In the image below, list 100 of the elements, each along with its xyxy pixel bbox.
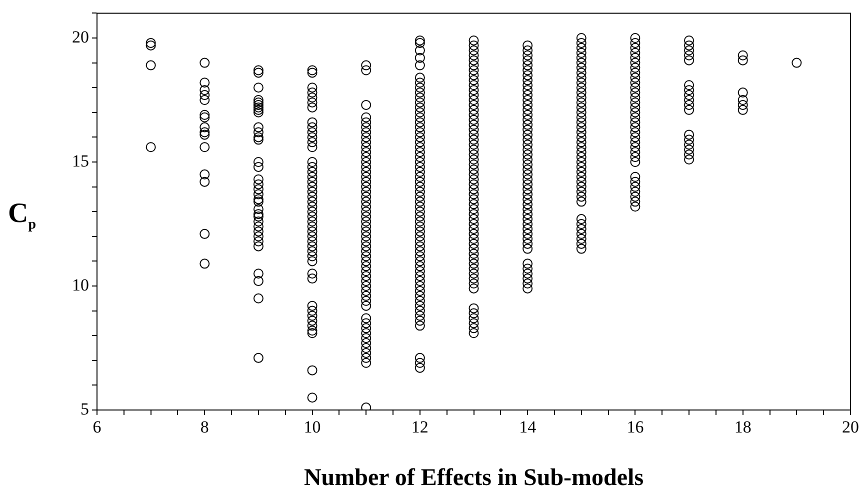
- x-tick-label: 6: [92, 418, 102, 437]
- point: [468, 164, 479, 174]
- point: [630, 112, 640, 122]
- point: [630, 127, 640, 138]
- point: [253, 97, 264, 108]
- point: [522, 150, 533, 160]
- point: [253, 216, 264, 227]
- point: [576, 58, 586, 68]
- point: [522, 95, 533, 105]
- point: [307, 102, 318, 112]
- point: [630, 192, 640, 202]
- point: [307, 221, 318, 232]
- point: [307, 68, 318, 78]
- point: [414, 166, 425, 177]
- point: [468, 114, 479, 125]
- point: [630, 38, 640, 48]
- point: [253, 68, 264, 78]
- point: [576, 68, 586, 78]
- point: [630, 122, 640, 132]
- point: [253, 196, 264, 207]
- point: [684, 95, 694, 105]
- point: [630, 78, 640, 88]
- point: [630, 137, 640, 148]
- point: [253, 162, 264, 172]
- point: [307, 316, 318, 326]
- point: [414, 266, 425, 276]
- point: [684, 104, 694, 115]
- point: [522, 224, 533, 234]
- point: [361, 65, 372, 76]
- point: [361, 290, 372, 301]
- point: [307, 92, 318, 103]
- point: [253, 104, 264, 115]
- point: [200, 78, 210, 88]
- point: [522, 189, 533, 200]
- point: [253, 82, 264, 93]
- point: [414, 52, 425, 63]
- point: [522, 238, 533, 249]
- point: [468, 199, 479, 210]
- point: [414, 226, 425, 236]
- point: [307, 216, 318, 227]
- point: [414, 132, 425, 142]
- point: [468, 194, 479, 204]
- y-tick-label: 5: [80, 399, 89, 418]
- point: [630, 62, 640, 73]
- point: [468, 110, 479, 120]
- point: [630, 176, 640, 187]
- point: [414, 127, 425, 138]
- point: [522, 278, 533, 289]
- point: [414, 147, 425, 158]
- point: [307, 306, 318, 316]
- point: [414, 142, 425, 152]
- point: [146, 38, 156, 48]
- point: [361, 318, 372, 328]
- point: [576, 166, 586, 177]
- point: [576, 122, 586, 132]
- point: [414, 231, 425, 242]
- point: [630, 107, 640, 118]
- point: [146, 142, 156, 152]
- point: [468, 50, 479, 60]
- point: [576, 127, 586, 138]
- point: [253, 184, 264, 194]
- point: [522, 234, 533, 244]
- point: [468, 234, 479, 244]
- point: [307, 166, 318, 177]
- point: [253, 157, 264, 167]
- point: [414, 261, 425, 272]
- x-tick-label: 10: [304, 418, 321, 437]
- point: [414, 82, 425, 93]
- point: [468, 159, 479, 170]
- point: [307, 172, 318, 182]
- point: [361, 246, 372, 256]
- point: [684, 144, 694, 155]
- point: [684, 45, 694, 56]
- point: [361, 236, 372, 246]
- point: [792, 58, 802, 68]
- point: [361, 276, 372, 286]
- point: [576, 234, 586, 244]
- y-tick-label: 20: [72, 27, 89, 46]
- point: [414, 162, 425, 172]
- point: [253, 127, 264, 138]
- x-tick-label: 14: [519, 418, 537, 437]
- point: [684, 80, 694, 90]
- point: [361, 271, 372, 282]
- point: [576, 172, 586, 182]
- point: [468, 70, 479, 80]
- point: [253, 209, 264, 220]
- point: [200, 228, 210, 239]
- point: [361, 323, 372, 334]
- point: [630, 52, 640, 63]
- point: [522, 283, 533, 294]
- point: [630, 142, 640, 152]
- point: [253, 226, 264, 236]
- point: [253, 204, 264, 214]
- point: [684, 55, 694, 66]
- point: [200, 95, 210, 105]
- point: [468, 120, 479, 130]
- point: [361, 112, 372, 122]
- point: [522, 268, 533, 279]
- point: [414, 221, 425, 232]
- point: [414, 251, 425, 262]
